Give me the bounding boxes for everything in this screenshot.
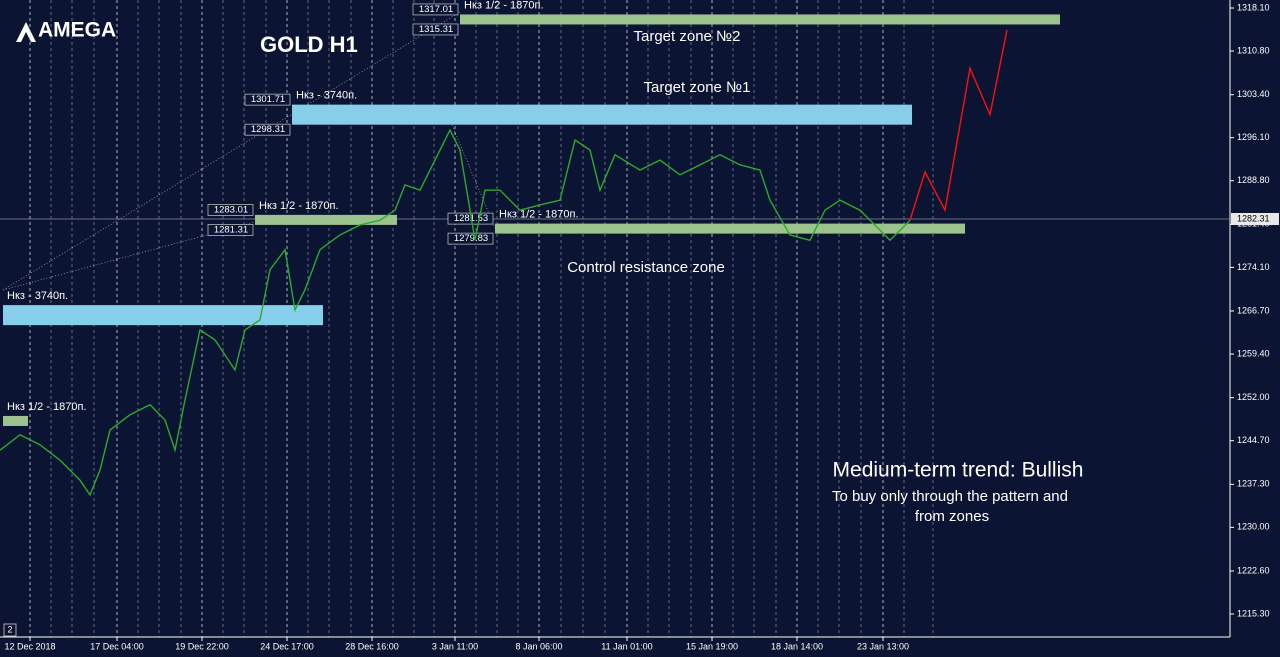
x-tick-label: 28 Dec 16:00 bbox=[345, 641, 399, 651]
y-tick-label: 1215.30 bbox=[1237, 608, 1270, 618]
x-tick-label: 11 Jan 01:00 bbox=[601, 641, 652, 651]
x-tick-label: 12 Dec 2018 bbox=[4, 641, 55, 651]
price-box-label: 1283.01 bbox=[214, 204, 248, 215]
annotation: from zones bbox=[915, 508, 989, 525]
zone bbox=[495, 223, 965, 234]
zone-label: Нкз 1/2 - 1870п. bbox=[464, 0, 544, 11]
zone-label: Нкз 1/2 - 1870п. bbox=[259, 200, 339, 212]
price-box-label: 1317.01 bbox=[419, 4, 453, 15]
price-box-label: 1315.31 bbox=[419, 24, 453, 35]
zone bbox=[255, 214, 397, 225]
x-tick-label: 19 Dec 22:00 bbox=[175, 641, 229, 651]
annotation: Medium-term trend: Bullish bbox=[833, 459, 1084, 482]
price-box bbox=[244, 93, 291, 106]
zone-label: Нкз 1/2 - 1870п. bbox=[499, 208, 579, 220]
price-box bbox=[207, 224, 254, 236]
y-tick-label: 1274.10 bbox=[1237, 262, 1270, 272]
last-price-box bbox=[1231, 212, 1279, 225]
y-tick-label: 1266.70 bbox=[1237, 305, 1270, 315]
y-tick-label: 1318.10 bbox=[1237, 2, 1270, 12]
brand: AMEGA bbox=[38, 19, 116, 42]
zone-label: Нкз - 3740п. bbox=[7, 290, 68, 302]
zone-label: Нкз - 3740п. bbox=[296, 90, 357, 102]
zone bbox=[292, 104, 912, 125]
chart-title: GOLD H1 bbox=[260, 32, 358, 57]
zone bbox=[3, 415, 28, 426]
x-tick-label: 3 Jan 11:00 bbox=[432, 641, 478, 651]
y-tick-label: 1310.80 bbox=[1237, 45, 1270, 55]
x-tick-label: 23 Jan 13:00 bbox=[857, 641, 909, 651]
y-tick-label: 1222.60 bbox=[1237, 565, 1270, 575]
logo: AMEGA bbox=[16, 19, 116, 42]
price-box bbox=[412, 3, 459, 16]
corner-box bbox=[3, 623, 17, 637]
price-line bbox=[0, 128, 911, 497]
zone bbox=[3, 305, 323, 326]
x-tick-label: 15 Jan 19:00 bbox=[686, 641, 738, 651]
price-box bbox=[244, 123, 291, 136]
annotation: Target zone №1 bbox=[644, 79, 751, 96]
y-tick-label: 1296.10 bbox=[1237, 132, 1270, 142]
y-tick-label: 1288.80 bbox=[1237, 175, 1270, 185]
annotation: To buy only through the pattern and bbox=[832, 488, 1068, 505]
x-tick-label: 24 Dec 17:00 bbox=[260, 641, 314, 651]
y-tick-label: 1252.00 bbox=[1237, 392, 1270, 402]
price-box bbox=[207, 204, 254, 216]
price-box bbox=[412, 23, 459, 36]
price-box-label: 1301.71 bbox=[251, 94, 285, 105]
x-tick-label: 8 Jan 06:00 bbox=[515, 641, 562, 651]
x-tick-label: 18 Jan 14:00 bbox=[771, 641, 823, 651]
price-box-label: 1298.31 bbox=[251, 124, 285, 135]
y-tick-label: 1244.70 bbox=[1237, 435, 1270, 445]
price-box-label: 1281.31 bbox=[214, 224, 248, 235]
price-box-label: 1279.83 bbox=[454, 233, 488, 244]
corner-label: 2 bbox=[7, 624, 12, 634]
y-tick-label: 1237.30 bbox=[1237, 479, 1270, 489]
price-line bbox=[909, 29, 1008, 221]
last-price-label: 1282.31 bbox=[1237, 213, 1270, 223]
y-tick-label: 1303.40 bbox=[1237, 89, 1270, 99]
zone-label: Нкз 1/2 - 1870п. bbox=[7, 401, 87, 413]
minor-grid bbox=[50, 0, 934, 637]
y-tick-label: 1259.40 bbox=[1237, 348, 1270, 358]
trend-lines bbox=[2, 11, 496, 291]
annotation: Control resistance zone bbox=[567, 259, 725, 276]
zone bbox=[460, 14, 1060, 25]
y-tick-label: 1230.00 bbox=[1237, 522, 1270, 532]
price-box bbox=[447, 232, 494, 245]
annotation: Target zone №2 bbox=[634, 28, 741, 45]
x-tick-label: 17 Dec 04:00 bbox=[90, 641, 144, 651]
